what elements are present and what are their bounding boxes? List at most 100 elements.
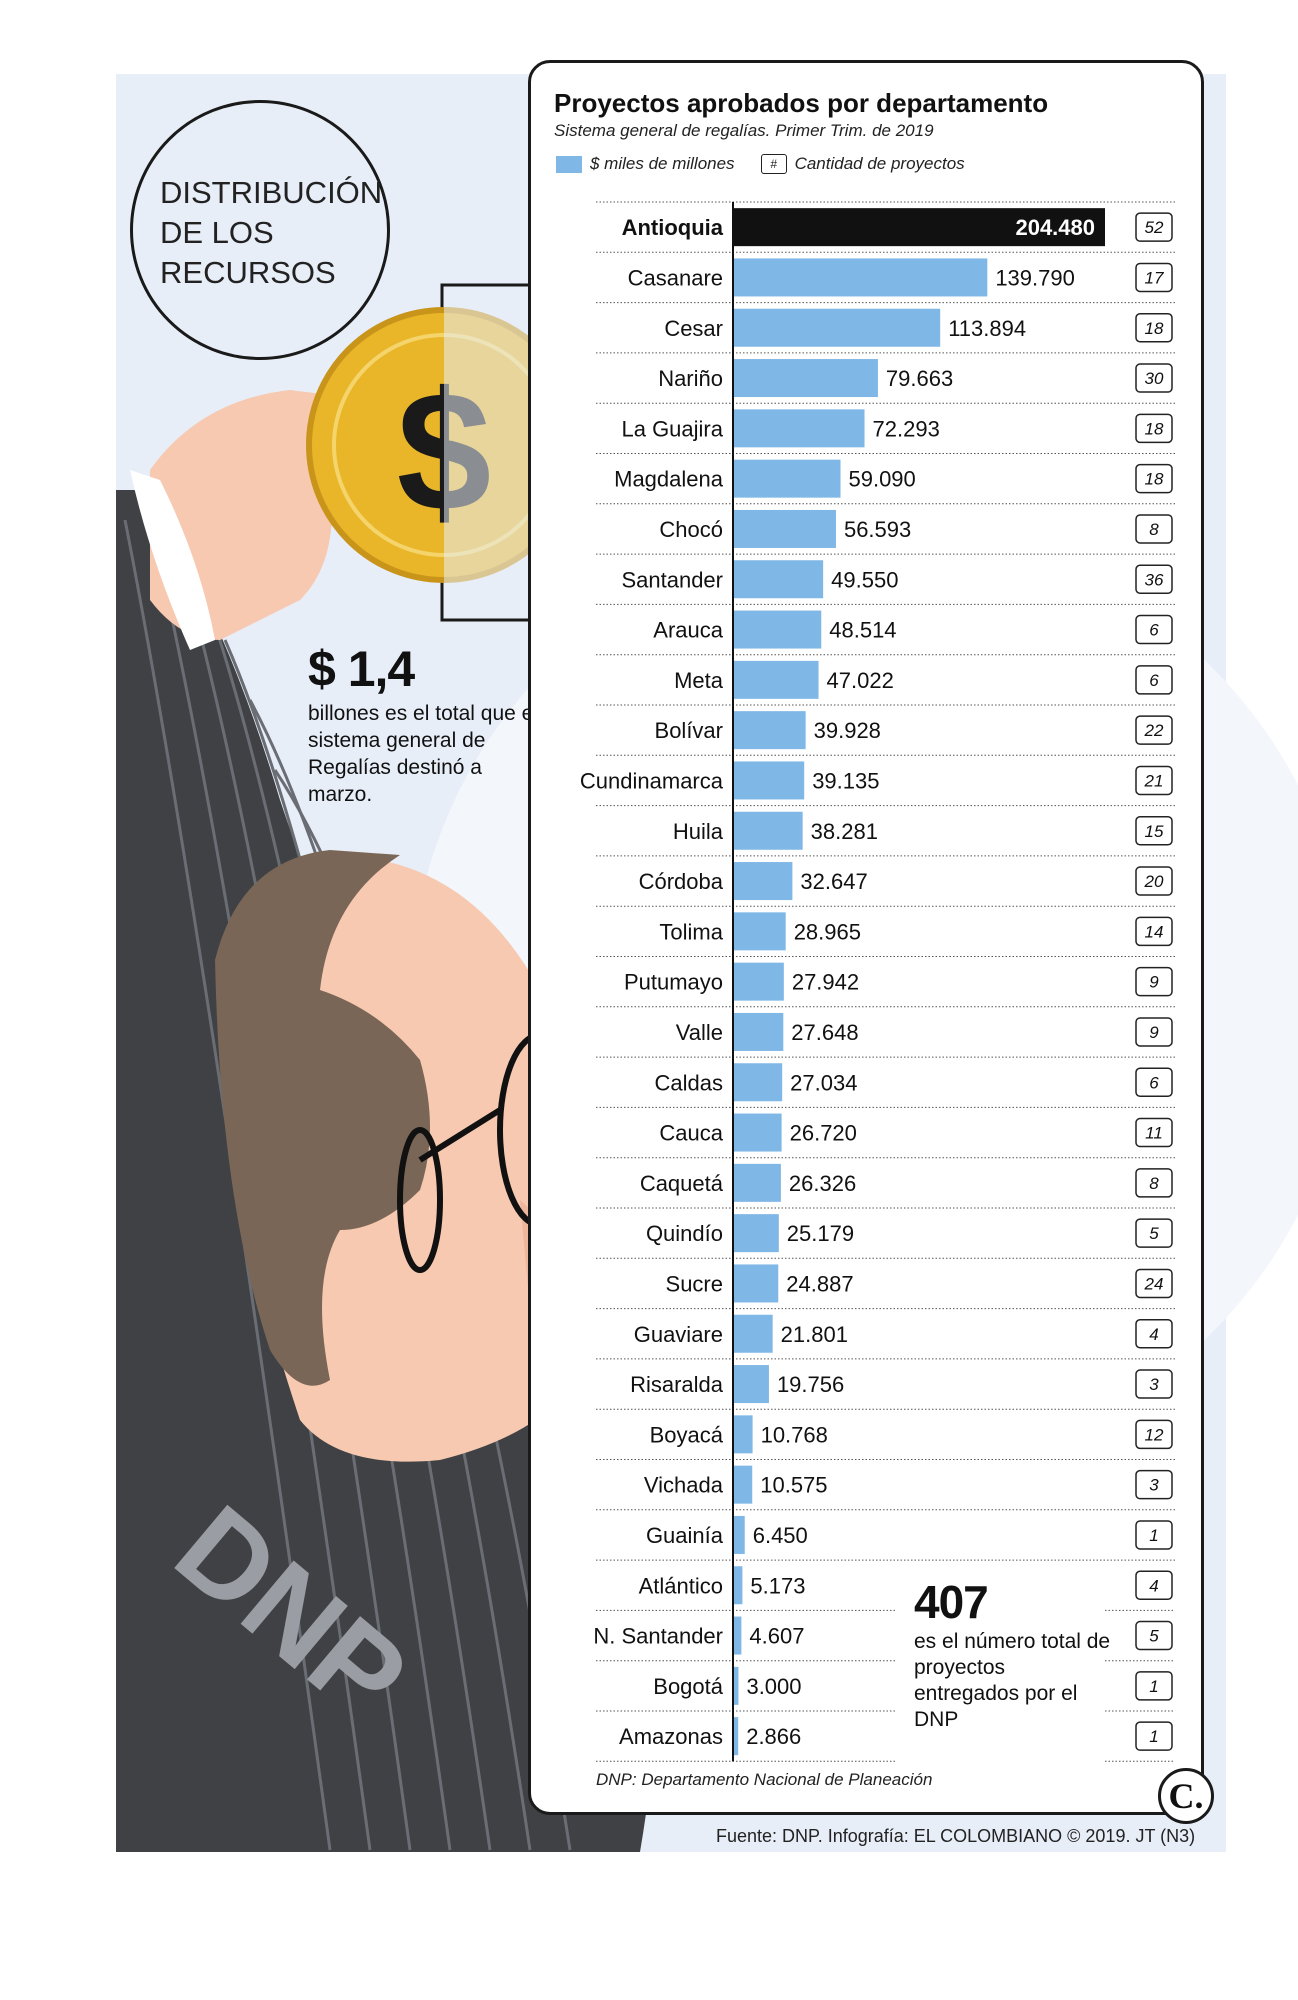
total-stat: $ 1,4 billones es el total que el sistem… — [308, 640, 538, 808]
count-label: 22 — [1144, 721, 1164, 740]
count-label: 8 — [1149, 1174, 1159, 1193]
bar-18 — [733, 1063, 783, 1102]
total-projects-number: 407 — [914, 1576, 989, 1628]
value-label: 48.514 — [829, 618, 896, 643]
bar-24 — [733, 1365, 769, 1404]
count-label: 20 — [1144, 872, 1164, 891]
section-badge: DISTRIBUCIÓN DE LOS RECURSOS — [130, 100, 390, 360]
count-box — [1135, 1218, 1173, 1248]
bar-28 — [733, 1566, 743, 1605]
total-projects-desc: es el número total de proyectos entregad… — [914, 1630, 1111, 1731]
hair — [215, 850, 430, 1386]
bar-15 — [733, 912, 786, 951]
count-box — [1135, 1319, 1173, 1349]
count-label: 12 — [1145, 1425, 1164, 1444]
count-label: 21 — [1144, 771, 1164, 790]
count-box — [1135, 1369, 1173, 1399]
count-box — [1135, 1419, 1173, 1450]
count-label: 36 — [1145, 570, 1164, 589]
chart-legend: $ miles de millones # Cantidad de proyec… — [556, 154, 965, 174]
count-box — [1135, 1168, 1173, 1198]
count-box — [1135, 665, 1173, 695]
count-label: 4 — [1149, 1325, 1158, 1344]
value-label: 204.480 — [1015, 215, 1095, 240]
bar-16 — [733, 962, 784, 1001]
value-label: 6.450 — [753, 1523, 808, 1548]
count-label: 5 — [1149, 1224, 1159, 1243]
count-label: 24 — [1144, 1274, 1164, 1293]
bar-6 — [733, 459, 841, 498]
count-box — [1135, 1067, 1173, 1097]
value-label: 26.326 — [789, 1171, 856, 1196]
bar-9 — [733, 610, 822, 649]
count-box — [1135, 413, 1173, 444]
chart-subtitle: Sistema general de regalías. Primer Trim… — [554, 121, 934, 140]
count-label: 1 — [1149, 1677, 1158, 1696]
bar-30 — [733, 1666, 739, 1705]
source-credit: Fuente: DNP. Infografía: EL COLOMBIANO ©… — [716, 1826, 1196, 1846]
count-label: 9 — [1149, 1023, 1159, 1042]
bar-10 — [733, 660, 819, 699]
value-label: 28.965 — [794, 919, 861, 944]
category-label: Valle — [676, 1020, 723, 1045]
count-box — [1135, 1017, 1173, 1047]
bar-25 — [733, 1415, 753, 1454]
value-label: 19.756 — [777, 1372, 844, 1397]
count-label: 3 — [1149, 1476, 1159, 1495]
value-label: 49.550 — [831, 567, 898, 592]
count-box — [1135, 614, 1173, 645]
bar-14 — [733, 862, 793, 901]
count-box — [1135, 262, 1173, 293]
count-label: 8 — [1149, 520, 1159, 539]
count-label: 18 — [1145, 419, 1164, 438]
count-label: 17 — [1145, 268, 1164, 287]
category-label: Amazonas — [619, 1724, 723, 1749]
count-box — [1135, 1520, 1173, 1550]
count-label: 1 — [1149, 1727, 1158, 1746]
category-label: Risaralda — [630, 1372, 724, 1397]
value-label: 10.575 — [760, 1473, 827, 1498]
value-label: 72.293 — [873, 416, 940, 441]
category-label: Córdoba — [639, 869, 724, 894]
value-label: 4.607 — [749, 1624, 804, 1649]
value-label: 27.648 — [791, 1020, 858, 1045]
value-label: 79.663 — [886, 366, 953, 391]
value-label: 47.022 — [827, 668, 894, 693]
category-label: Cundinamarca — [580, 768, 724, 793]
category-label: Bogotá — [653, 1674, 723, 1699]
count-label: 5 — [1149, 1627, 1159, 1646]
count-label: 11 — [1145, 1124, 1163, 1143]
cuff — [130, 470, 215, 650]
count-label: 6 — [1149, 1073, 1159, 1092]
count-label: 18 — [1145, 470, 1164, 489]
value-label: 59.090 — [848, 467, 915, 492]
count-box — [1135, 1570, 1173, 1600]
count-box — [1135, 816, 1173, 846]
total-stat-desc: billones es el total que el sistema gene… — [308, 702, 538, 806]
count-box — [1135, 212, 1173, 242]
count-box — [1135, 715, 1173, 745]
bar-11 — [733, 711, 806, 750]
count-label: 1 — [1149, 1526, 1158, 1545]
bar-8 — [733, 560, 824, 599]
bar-1 — [733, 208, 1105, 247]
bar-17 — [733, 1012, 784, 1051]
count-box — [1135, 916, 1173, 947]
count-box — [1135, 1620, 1173, 1651]
publisher-logo: C. — [1158, 1768, 1214, 1824]
bar-13 — [733, 811, 803, 850]
value-label: 39.928 — [814, 718, 881, 743]
value-label: 21.801 — [781, 1322, 848, 1347]
category-label: Sucre — [666, 1271, 723, 1296]
section-badge-text: DISTRIBUCIÓN DE LOS RECURSOS — [160, 175, 383, 290]
count-box — [1135, 1469, 1173, 1500]
category-label: Huila — [673, 819, 724, 844]
bar-12 — [733, 761, 805, 800]
category-label: Caldas — [655, 1070, 723, 1095]
count-box — [1135, 514, 1173, 544]
count-label: 30 — [1145, 369, 1164, 388]
category-label: Caquetá — [640, 1171, 724, 1196]
count-label: 4 — [1149, 1576, 1158, 1595]
legend-swatch — [556, 155, 582, 173]
bar-23 — [733, 1314, 773, 1353]
